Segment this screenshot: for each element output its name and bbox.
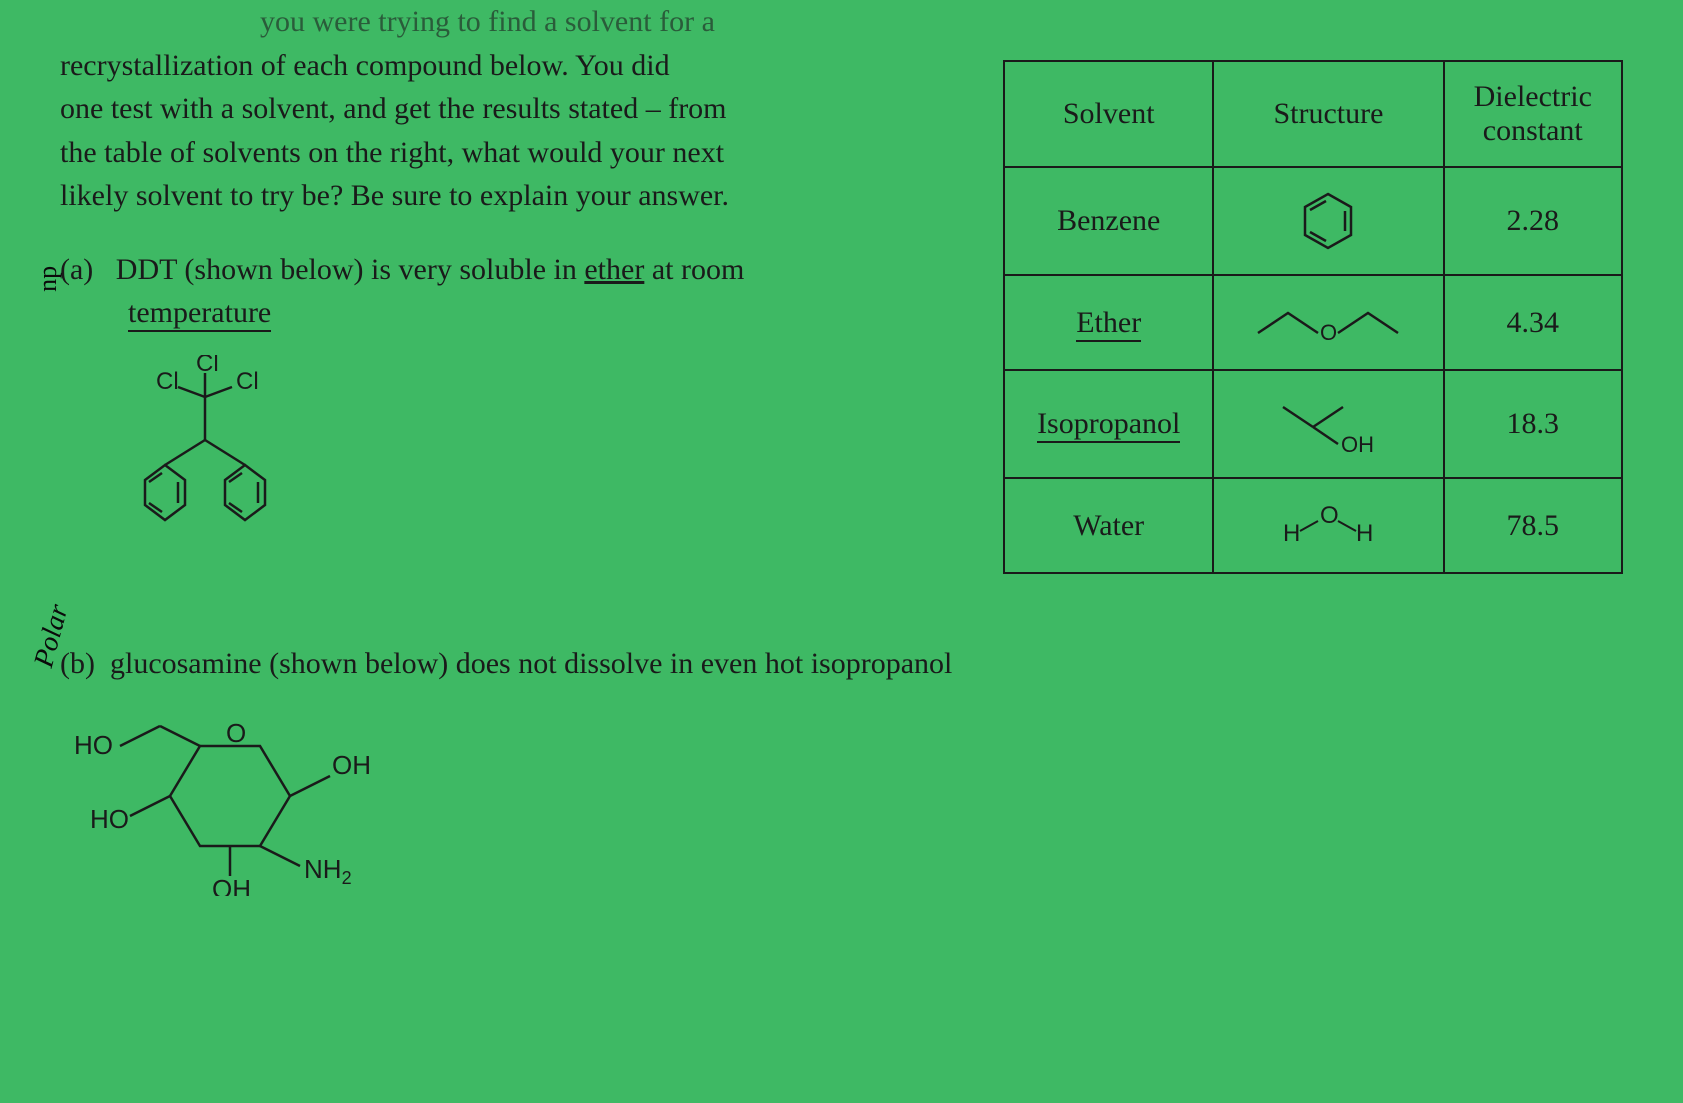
glucosamine-structure: HO O OH NH2 OH HO: [60, 706, 1623, 901]
svg-text:O: O: [1320, 502, 1339, 529]
handwritten-np: np: [29, 266, 67, 292]
intro-line3: the table of solvents on the right, what…: [60, 131, 963, 175]
constant-water: 78.5: [1444, 478, 1622, 573]
intro-line1: recrystallization of each compound below…: [60, 44, 963, 88]
table-row: Water H O H 78.5: [1004, 478, 1622, 573]
ddt-structure: Cl Cl Cl: [100, 355, 963, 558]
solvent-benzene: Benzene: [1004, 167, 1213, 275]
constant-benzene: 2.28: [1444, 167, 1622, 275]
svg-text:HO: HO: [90, 804, 129, 834]
constant-ether: 4.34: [1444, 275, 1622, 370]
header-solvent: Solvent: [1004, 61, 1213, 167]
svg-text:OH: OH: [212, 874, 251, 896]
constant-isopropanol: 18.3: [1444, 370, 1622, 478]
intro-line2: one test with a solvent, and get the res…: [60, 87, 963, 131]
question-a-line2: temperature: [60, 291, 963, 335]
solvent-table: Solvent Structure Dielectric constant Be…: [1003, 60, 1623, 574]
intro-line4: likely solvent to try be? Be sure to exp…: [60, 174, 963, 218]
structure-ether: O: [1213, 275, 1443, 370]
solvent-water: Water: [1004, 478, 1213, 573]
question-b: (b) glucosamine (shown below) does not d…: [60, 647, 1623, 681]
svg-text:H: H: [1283, 520, 1300, 547]
table-row: Benzene 2.28: [1004, 167, 1622, 275]
svg-text:OH: OH: [1341, 432, 1374, 457]
solvent-isopropanol: Isopropanol: [1004, 370, 1213, 478]
solvent-ether: Ether: [1004, 275, 1213, 370]
intro-line0: you were trying to find a solvent for a: [60, 0, 963, 44]
table-header-row: Solvent Structure Dielectric constant: [1004, 61, 1622, 167]
solvent-table-area: Solvent Structure Dielectric constant Be…: [1003, 0, 1623, 587]
svg-text:NH2: NH2: [304, 854, 352, 888]
svg-text:O: O: [226, 718, 246, 748]
svg-text:Cl: Cl: [236, 368, 259, 395]
question-b-text: glucosamine (shown below) does not disso…: [110, 647, 952, 680]
question-a: (a) DDT (shown below) is very soluble in…: [60, 248, 963, 335]
svg-text:O: O: [1320, 320, 1337, 345]
svg-text:Cl: Cl: [196, 355, 219, 377]
structure-benzene: [1213, 167, 1443, 275]
svg-text:H: H: [1356, 520, 1373, 547]
table-row: Isopropanol OH 18.3: [1004, 370, 1622, 478]
structure-water: H O H: [1213, 478, 1443, 573]
intro-paragraph: you were trying to find a solvent for a …: [60, 0, 963, 218]
structure-isopropanol: OH: [1213, 370, 1443, 478]
question-a-text1: DDT (shown below) is very soluble in: [116, 253, 585, 286]
question-b-label: (b): [60, 647, 95, 680]
question-a-underlined: ether: [584, 253, 644, 286]
svg-text:HO: HO: [74, 730, 113, 760]
table-row: Ether O 4.34: [1004, 275, 1622, 370]
svg-text:OH: OH: [332, 750, 371, 780]
svg-text:Cl: Cl: [156, 368, 179, 395]
question-a-text2: at room: [644, 253, 744, 286]
header-structure: Structure: [1213, 61, 1443, 167]
header-dielectric: Dielectric constant: [1444, 61, 1622, 167]
question-text-area: you were trying to find a solvent for a …: [60, 0, 963, 587]
